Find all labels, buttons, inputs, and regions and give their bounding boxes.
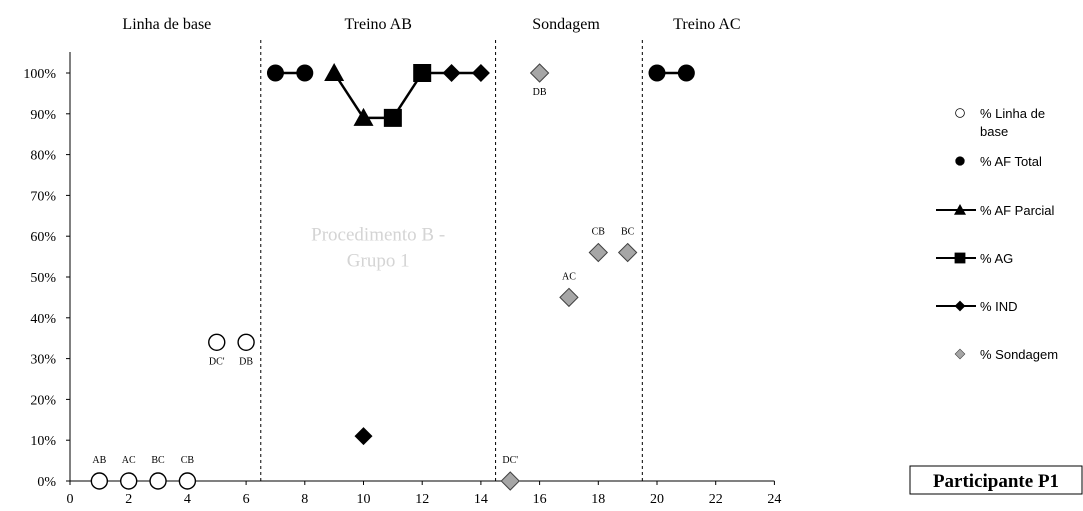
- x-tick-label: 10: [357, 492, 371, 507]
- point-label: BC: [621, 227, 635, 238]
- legend-label: % IND: [980, 299, 1018, 314]
- point-label: DC': [209, 356, 225, 367]
- point-af-total: [648, 64, 666, 82]
- x-tick-label: 20: [650, 492, 664, 507]
- x-tick-label: 0: [67, 492, 74, 507]
- y-tick-label: 80%: [30, 149, 56, 164]
- legend-item: % AF Total: [955, 154, 1042, 169]
- point-ind: [354, 427, 373, 446]
- x-tick-label: 8: [301, 492, 308, 507]
- y-tick-label: 50%: [30, 271, 56, 286]
- x-tick-label: 14: [474, 492, 488, 507]
- legend-marker: [954, 300, 966, 312]
- phase-lines: [260, 40, 643, 481]
- point-label: CB: [592, 227, 606, 238]
- legend-marker: [954, 204, 966, 215]
- point-linha-de-base: [149, 472, 167, 490]
- annotation-line-2: Grupo 1: [347, 250, 410, 271]
- legend-item: % IND: [936, 299, 1018, 314]
- legend-marker: [954, 348, 966, 360]
- y-tick-label: 40%: [30, 312, 56, 327]
- legend-label: % AF Parcial: [980, 203, 1055, 218]
- data-series: AB AC BC CB DC' DB DC' DB AC CB BC: [90, 63, 695, 491]
- point-ind: [471, 64, 490, 82]
- point-sondagem: [559, 287, 579, 308]
- point-label: CB: [181, 455, 195, 466]
- legend-marker: [955, 108, 965, 118]
- point-label: DC': [502, 455, 518, 466]
- legend-label: % Sondagem: [980, 347, 1058, 362]
- participant-box: [909, 465, 1083, 495]
- phase-label: Treino AC: [673, 16, 740, 33]
- annotation-line-1: Procedimento B -: [311, 224, 445, 245]
- point-sondagem: [617, 242, 638, 263]
- point-af-parcial: [324, 63, 345, 81]
- point-sondagem: [588, 242, 609, 263]
- point-ind: [442, 64, 461, 82]
- x-tick-label: 22: [709, 492, 723, 507]
- axes: [69, 52, 775, 482]
- point-label: DB: [239, 356, 253, 367]
- x-tick-label: 18: [591, 492, 605, 507]
- point-linha-de-base: [178, 472, 197, 490]
- legend-item: % AF Parcial: [936, 203, 1055, 218]
- x-tick-label: 2: [125, 492, 132, 507]
- point-label: AC: [122, 455, 136, 466]
- phase-label: Treino AB: [344, 16, 411, 33]
- tick-labels: 0%10%20%30%40%50%60%70%80%90%100%0 2 4 6 8 10…: [23, 67, 781, 507]
- point-ag: [413, 64, 432, 82]
- point-ag: [383, 108, 402, 127]
- point-label: AB: [92, 455, 106, 466]
- point-linha-de-base: [208, 333, 226, 351]
- y-tick-label: 10%: [30, 434, 56, 449]
- point-label: DB: [533, 87, 547, 98]
- phase-label: Sondagem: [532, 16, 600, 33]
- x-tick-label: 6: [243, 492, 250, 507]
- x-tick-label: 12: [415, 492, 429, 507]
- point-af-total: [677, 64, 695, 82]
- legend-label: % AG: [980, 251, 1013, 266]
- point-linha-de-base: [90, 472, 109, 490]
- y-tick-label: 60%: [30, 230, 56, 245]
- legend-label: % Linha de: [980, 106, 1045, 121]
- point-label: AC: [562, 271, 576, 282]
- point-sondagem: [500, 471, 520, 491]
- point-af-total: [296, 64, 314, 82]
- y-tick-label: 0%: [37, 475, 56, 490]
- legend-item: % Sondagem: [954, 347, 1058, 362]
- legend-item: % AG: [936, 251, 1013, 266]
- x-tick-label: 4: [184, 492, 191, 507]
- point-label: BC: [151, 455, 165, 466]
- legend: % Linha de base % AF Total % AF Parcial % AG…: [936, 106, 1058, 362]
- point-af-parcial: [353, 107, 374, 126]
- point-af-total: [266, 64, 284, 82]
- phase-label: Linha de base: [122, 16, 211, 33]
- phase-labels: Linha de base Treino AB Sondagem Treino AC: [122, 16, 740, 33]
- y-tick-label: 70%: [30, 189, 56, 204]
- y-tick-label: 90%: [30, 108, 56, 123]
- legend-marker: [954, 252, 966, 264]
- point-linha-de-base: [237, 333, 255, 351]
- point-linha-de-base: [119, 472, 138, 490]
- x-tick-label: 24: [767, 492, 781, 507]
- legend-label: % AF Total: [980, 154, 1042, 169]
- participant-label: Participante P1: [933, 471, 1059, 492]
- x-tick-label: 16: [533, 492, 547, 507]
- legend-item: % Linha de base: [955, 106, 1045, 139]
- y-tick-label: 100%: [23, 67, 56, 82]
- legend-marker: [955, 156, 965, 166]
- legend-label: base: [980, 124, 1008, 139]
- y-tick-label: 30%: [30, 353, 56, 368]
- y-tick-label: 20%: [30, 393, 56, 408]
- point-sondagem: [529, 63, 550, 83]
